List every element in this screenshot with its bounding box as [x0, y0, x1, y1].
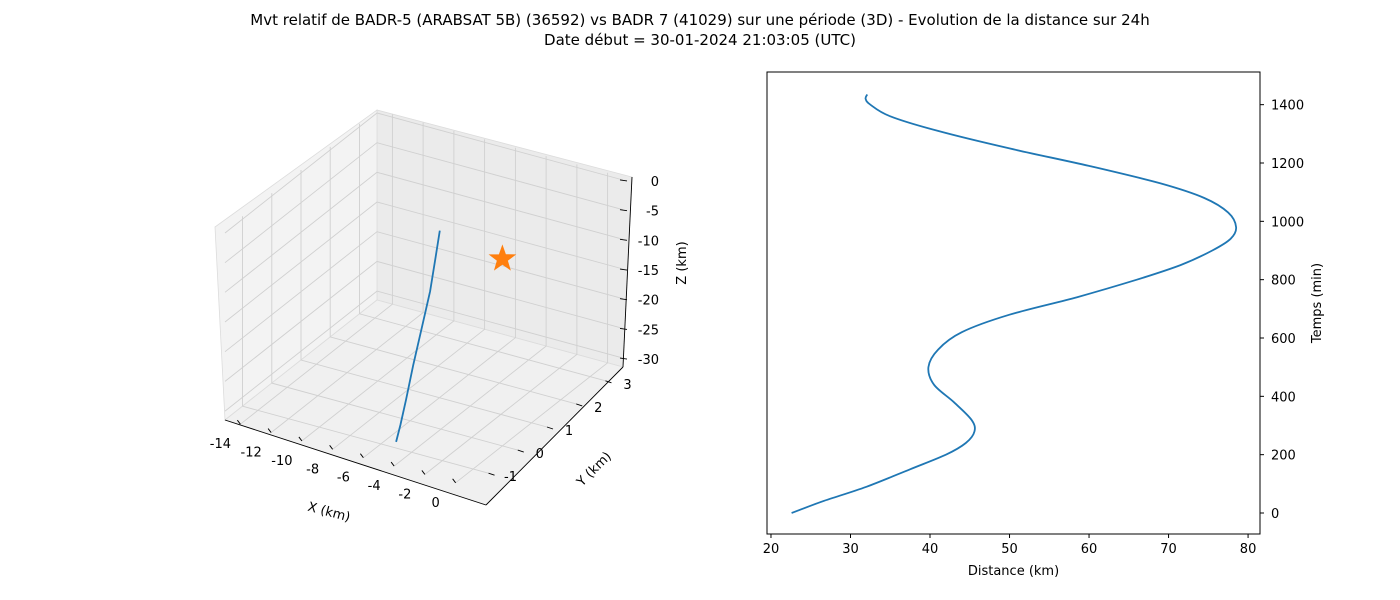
x-axis-label: Distance (km) — [968, 564, 1059, 579]
x-gridline — [455, 172, 609, 484]
x-tick-label: -2 — [398, 487, 411, 502]
x-gridline — [332, 139, 486, 450]
y-gridline — [242, 216, 489, 474]
x-axis-line — [224, 419, 487, 506]
y-tick-label: 2 — [594, 401, 602, 416]
y-tick-label: 600 — [1271, 332, 1296, 347]
x-gridline — [424, 164, 578, 475]
y-tick — [605, 380, 612, 384]
z-tick — [619, 238, 628, 241]
x-tick-label: -12 — [241, 446, 262, 461]
x-tick — [452, 478, 456, 484]
y-tick — [576, 403, 583, 407]
x-tick-label: 70 — [1160, 542, 1177, 557]
x-gridline — [363, 147, 516, 459]
distance-line — [791, 94, 1238, 514]
y-tick — [488, 472, 495, 476]
z-gridline — [224, 112, 624, 234]
z-tick — [619, 209, 628, 212]
z-tick — [619, 327, 628, 330]
chart-title: Mvt relatif de BADR-5 (ARABSAT 5B) (3659… — [250, 11, 1150, 29]
z-tick — [619, 357, 628, 360]
z-tick-label: -30 — [638, 353, 659, 368]
y-tick-label: 1400 — [1271, 99, 1304, 114]
y-axis-label: Temps (min) — [1310, 263, 1325, 344]
x-tick — [267, 428, 272, 433]
star-marker — [488, 244, 517, 271]
z-tick — [619, 268, 628, 271]
y-gridline — [359, 123, 606, 382]
y-tick-label: 1000 — [1271, 215, 1304, 230]
x-tick-label: -6 — [337, 471, 350, 486]
x-gridline — [393, 156, 547, 467]
y-tick-label: 1 — [565, 424, 573, 439]
x-tick — [360, 453, 364, 458]
y-gridline — [329, 146, 577, 405]
z-tick-label: -5 — [646, 205, 659, 220]
x-tick-label: 50 — [1001, 542, 1018, 557]
x-tick-label: -8 — [306, 462, 319, 477]
y-axis-line — [485, 366, 624, 506]
z-gridline — [224, 231, 624, 353]
y-gridline — [300, 170, 548, 428]
x-tick-label: 0 — [431, 496, 439, 511]
z-gridline — [224, 290, 624, 412]
x-gridline — [301, 130, 455, 442]
x-tick-label: 20 — [763, 542, 780, 557]
z-gridline — [224, 201, 624, 323]
x-tick-label: 40 — [922, 542, 939, 557]
x-tick-label: 80 — [1240, 542, 1257, 557]
x-tick — [237, 419, 241, 425]
y-tick-label: 400 — [1271, 390, 1296, 405]
z-tick — [619, 298, 628, 301]
y-tick — [546, 426, 554, 430]
x-tick — [329, 445, 333, 450]
z-gridline — [224, 260, 624, 382]
y-tick-label: -1 — [504, 470, 517, 485]
y-tick-label: 0 — [1271, 507, 1279, 522]
y-tick — [517, 449, 524, 453]
z-gridline — [224, 142, 624, 264]
y-tick-label: 800 — [1271, 274, 1296, 289]
y-tick-label: 1200 — [1271, 157, 1304, 172]
trajectory-line — [395, 230, 441, 443]
z-gridline — [224, 171, 624, 293]
y-tick-label: 3 — [623, 378, 631, 393]
z-tick — [619, 179, 628, 182]
x-tick-label: -14 — [210, 437, 231, 452]
chart-subtitle: Date début = 30-01-2024 21:03:05 (UTC) — [544, 31, 856, 49]
y-gridline — [271, 193, 518, 451]
z-axis-line — [622, 176, 633, 368]
x-tick-label: -10 — [271, 454, 292, 469]
y-tick-label: 0 — [536, 447, 544, 462]
x-tick — [298, 436, 303, 442]
x-tick-label: -4 — [368, 479, 381, 494]
z-tick-label: 0 — [651, 175, 659, 190]
x-tick-label: 30 — [842, 542, 859, 557]
plot-frame — [766, 71, 1261, 535]
x-gridline — [240, 114, 393, 425]
x-gridline — [270, 122, 424, 433]
z-tick-label: -10 — [638, 234, 659, 249]
z-tick-label: -20 — [638, 294, 659, 309]
z-tick-label: -15 — [638, 264, 659, 279]
y-tick-label: 200 — [1271, 449, 1296, 464]
z-axis-label: Z (km) — [675, 241, 690, 284]
z-tick-label: -25 — [638, 323, 659, 338]
x-tick — [421, 470, 426, 475]
x-tick — [390, 461, 395, 467]
x-tick-label: 60 — [1081, 542, 1098, 557]
